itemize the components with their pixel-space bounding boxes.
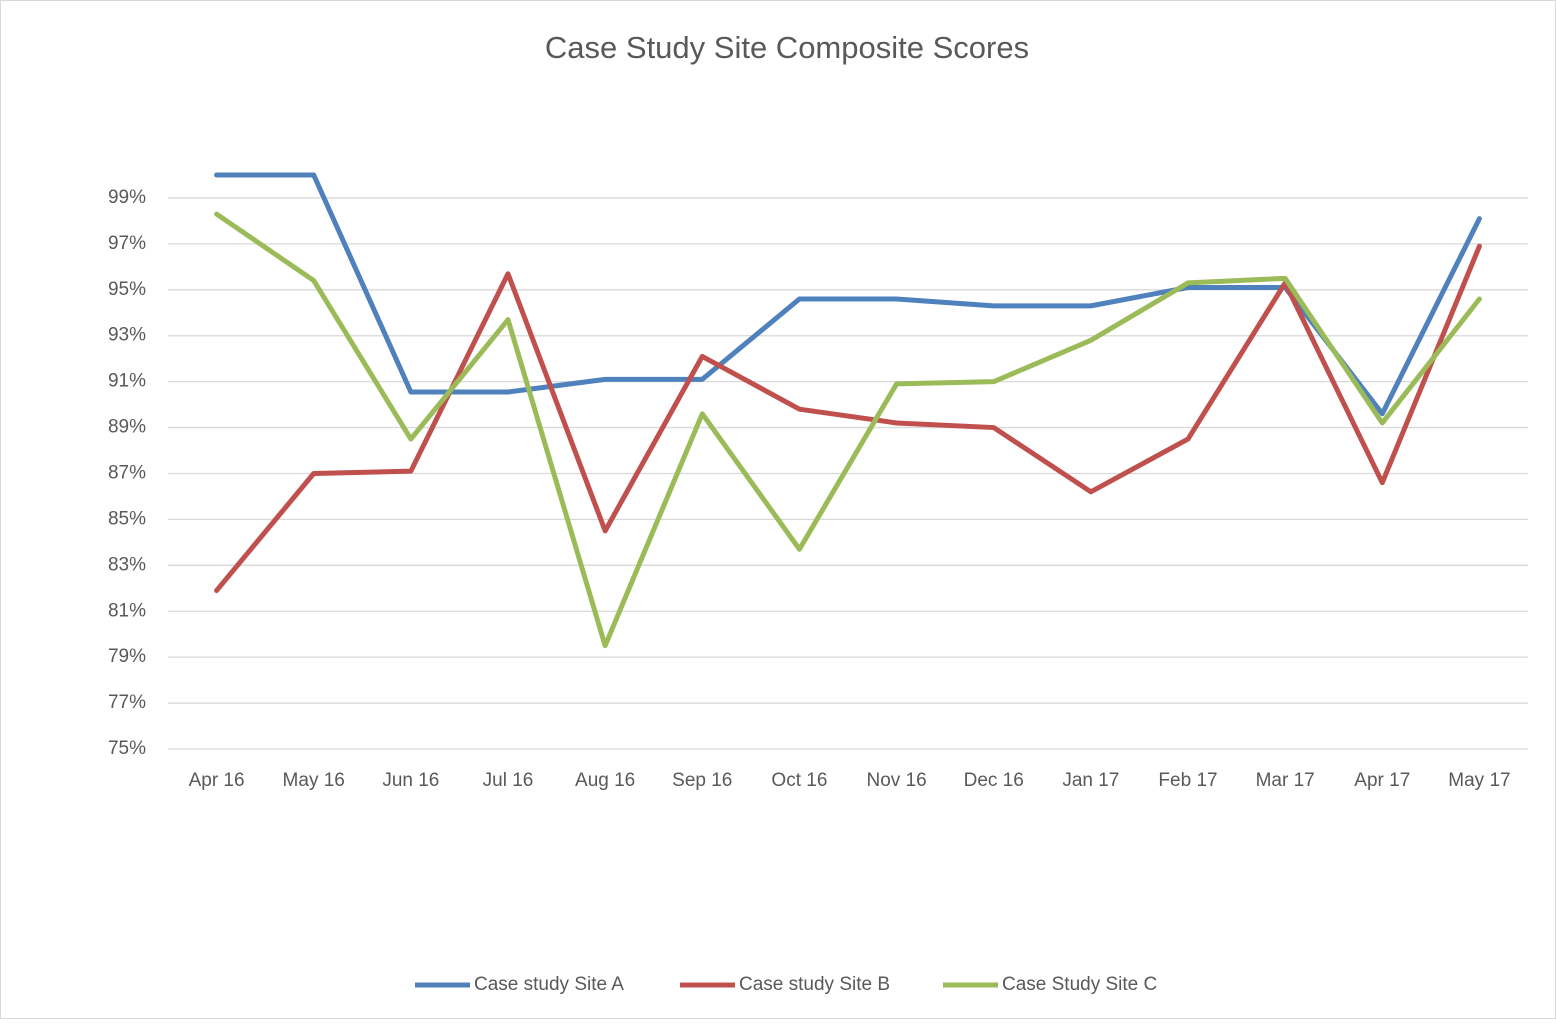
x-tick-label: Jul 16	[483, 770, 534, 791]
chart-title: Case Study Site Composite Scores	[545, 30, 1029, 65]
y-tick-label: 91%	[108, 371, 146, 392]
x-tick-label: Oct 16	[771, 770, 827, 791]
y-tick-label: 83%	[108, 554, 146, 575]
x-tick-label: May 16	[283, 770, 345, 791]
legend-label: Case study Site A	[474, 974, 624, 995]
x-tick-label: Apr 17	[1354, 770, 1410, 791]
y-tick-label: 77%	[108, 692, 146, 713]
y-tick-label: 81%	[108, 600, 146, 621]
y-tick-label: 97%	[108, 233, 146, 254]
data-line	[214, 211, 1482, 649]
x-tick-label: Jun 16	[382, 770, 439, 791]
x-tick-label: Mar 17	[1256, 770, 1315, 791]
data-line	[214, 243, 1482, 594]
legend-label: Case study Site B	[739, 974, 890, 995]
y-tick-label: 99%	[108, 187, 146, 208]
x-tick-label: May 17	[1448, 770, 1510, 791]
y-tick-label: 85%	[108, 508, 146, 529]
x-tick-label: Sep 16	[672, 770, 732, 791]
y-tick-label: 87%	[108, 462, 146, 483]
x-tick-label: Jan 17	[1062, 770, 1119, 791]
x-tick-label: Apr 16	[189, 770, 245, 791]
data-line	[214, 172, 1482, 417]
y-tick-label: 89%	[108, 417, 146, 438]
x-tick-label: Feb 17	[1158, 770, 1217, 791]
y-tick-label: 95%	[108, 279, 146, 300]
legend-label: Case Study Site C	[1002, 974, 1157, 995]
x-tick-label: Aug 16	[575, 770, 635, 791]
y-tick-label: 79%	[108, 646, 146, 667]
y-tick-label: 93%	[108, 325, 146, 346]
x-tick-label: Dec 16	[964, 770, 1024, 791]
y-tick-label: 75%	[108, 738, 146, 759]
x-tick-label: Nov 16	[866, 770, 926, 791]
